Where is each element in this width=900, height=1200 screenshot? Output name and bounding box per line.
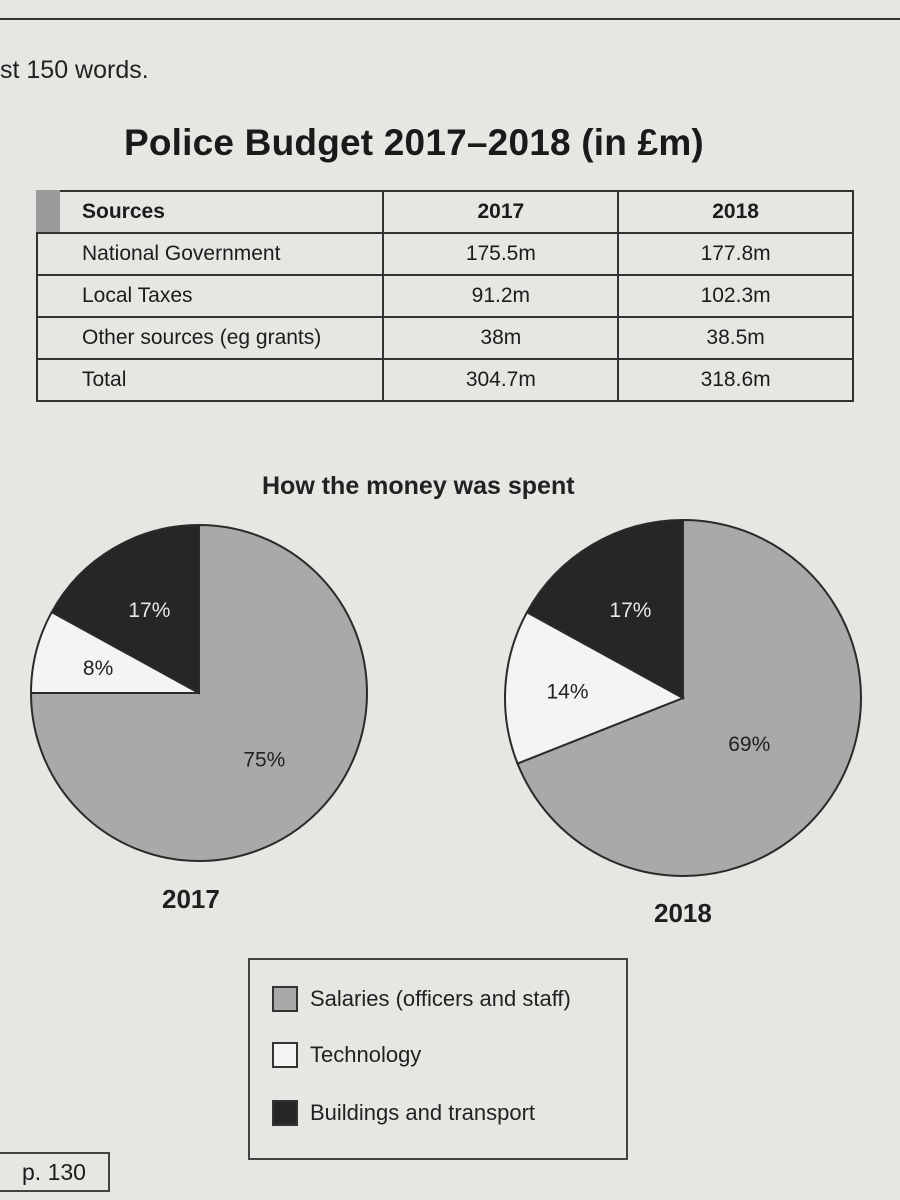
table-header-row: Sources 2017 2018	[35, 190, 854, 234]
pie-chart-2017: 75% 8% 17%	[29, 523, 368, 862]
column-header-2017: 2017	[382, 190, 620, 234]
legend-swatch-salaries	[272, 986, 298, 1012]
pie-slice-technology	[504, 610, 686, 765]
cell-2017: 38m	[382, 316, 620, 360]
legend-swatch-technology	[272, 1042, 298, 1068]
page-reference: p. 130	[0, 1152, 110, 1192]
pie-slice-label: 17%	[609, 599, 651, 622]
column-header-2018: 2018	[617, 190, 854, 234]
cell-2017: 175.5m	[382, 232, 620, 276]
legend-swatch-buildings	[272, 1100, 298, 1126]
table-row-total: Total 304.7m 318.6m	[35, 358, 854, 402]
pie-slice-salaries	[516, 518, 862, 877]
row-label: Local Taxes	[35, 274, 385, 318]
column-header-sources: Sources	[35, 190, 385, 234]
pie-slice-label: 69%	[728, 733, 770, 756]
row-label: Total	[35, 358, 385, 402]
legend-item-salaries: Salaries (officers and staff)	[272, 986, 571, 1012]
table-row: Other sources (eg grants) 38m 38.5m	[35, 316, 854, 360]
cell-2018: 177.8m	[617, 232, 854, 276]
pie-slice-label: 17%	[128, 599, 170, 622]
budget-table: Sources 2017 2018 National Government 17…	[35, 190, 854, 402]
page-reference-text: p. 130	[22, 1158, 86, 1185]
page-title: Police Budget 2017–2018 (in £m)	[124, 122, 704, 163]
legend-label: Buildings and transport	[310, 1100, 536, 1125]
pie-caption-2018: 2018	[654, 898, 712, 928]
row-label: Other sources (eg grants)	[35, 316, 385, 360]
cell-2017: 304.7m	[382, 358, 620, 402]
pie-charts: 75% 8% 17% 69% 14% 17%	[29, 518, 862, 877]
cell-2017: 91.2m	[382, 274, 620, 318]
cell-2018: 102.3m	[617, 274, 854, 318]
table-row: Local Taxes 91.2m 102.3m	[35, 274, 854, 318]
pie-slice-label: 8%	[83, 657, 113, 680]
cell-2018: 38.5m	[617, 316, 854, 360]
page-top-rule	[0, 18, 900, 20]
row-label: National Government	[35, 232, 385, 276]
pie-caption-2017: 2017	[162, 884, 220, 914]
pie-chart-2018: 69% 14% 17%	[504, 518, 862, 877]
legend-item-technology: Technology	[272, 1042, 421, 1068]
cell-2018: 318.6m	[617, 358, 854, 402]
pie-slice-label: 75%	[243, 748, 285, 771]
legend-item-buildings: Buildings and transport	[272, 1100, 535, 1126]
chart-legend: Salaries (officers and staff) Technology…	[248, 958, 628, 1160]
table-row: National Government 175.5m 177.8m	[35, 232, 854, 276]
pie-slice-buildings	[525, 518, 684, 700]
pie-slice-buildings	[50, 523, 200, 695]
pie-slice-label: 14%	[547, 681, 589, 704]
pie-slice-salaries	[29, 523, 368, 862]
legend-label: Salaries (officers and staff)	[310, 986, 571, 1011]
instruction-text: st 150 words.	[0, 56, 149, 84]
pie-section-title: How the money was spent	[262, 472, 575, 500]
legend-label: Technology	[310, 1042, 422, 1067]
